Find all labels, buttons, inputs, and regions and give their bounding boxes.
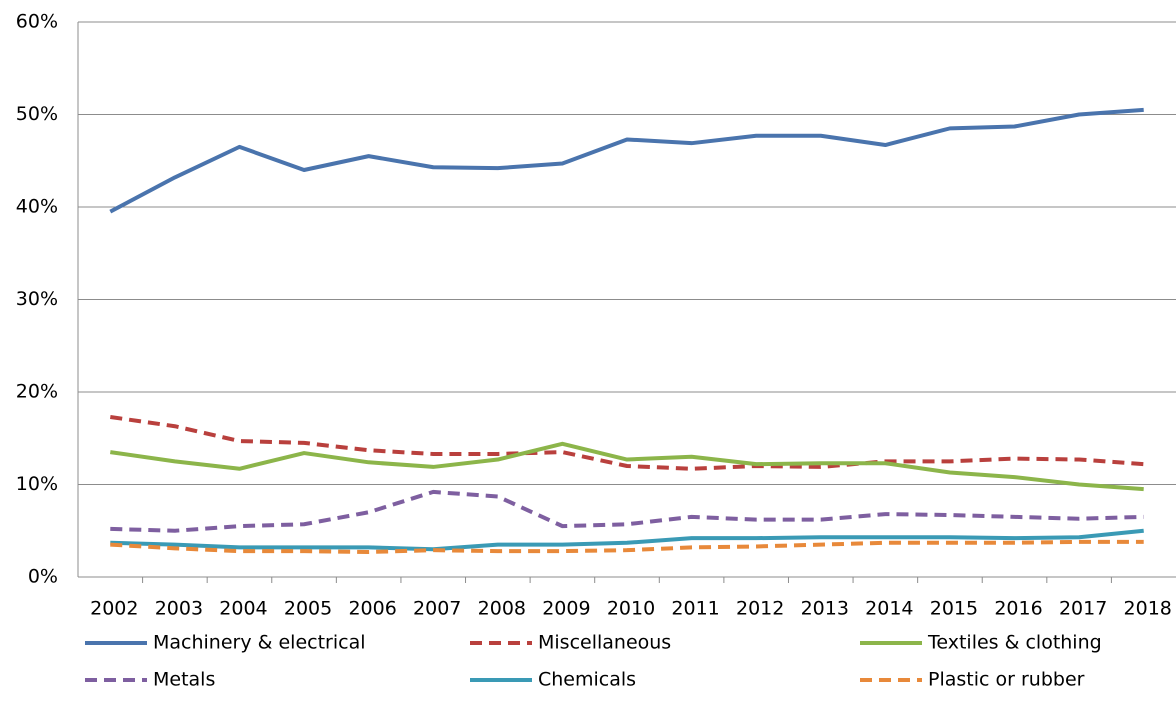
y-tick-label: 20% (16, 381, 58, 403)
legend-label: Miscellaneous (538, 632, 671, 654)
x-tick-label: 2014 (865, 598, 913, 620)
x-tick-label: 2002 (90, 598, 138, 620)
series-line (110, 528, 1144, 552)
x-tick-label: 2010 (607, 598, 655, 620)
x-tick-label: 2008 (478, 598, 526, 620)
legend-label: Metals (153, 669, 215, 691)
x-tick-label: 2004 (219, 598, 267, 620)
series-line (110, 539, 1144, 555)
y-tick-label: 50% (16, 103, 58, 125)
x-tick-label: 2006 (348, 598, 396, 620)
x-tick-label: 2005 (284, 598, 332, 620)
x-tick-label: 2009 (542, 598, 590, 620)
y-tick-label: 10% (16, 473, 58, 495)
x-tick-label: 2015 (930, 598, 978, 620)
legend-label: Machinery & electrical (153, 632, 366, 654)
legend-label: Plastic or rubber (928, 669, 1085, 691)
x-tick-label: 2018 (1124, 598, 1172, 620)
legend-label: Textiles & clothing (927, 632, 1102, 654)
series-line (109, 107, 1144, 214)
series-line (110, 414, 1144, 471)
x-tick-label: 2016 (994, 598, 1042, 620)
x-tick-label: 2003 (155, 598, 203, 620)
legend-label: Chemicals (538, 669, 636, 691)
series-line (110, 489, 1144, 533)
x-tick-label: 2007 (413, 598, 461, 620)
x-tick-label: 2012 (736, 598, 784, 620)
y-tick-label: 60% (16, 11, 58, 33)
x-tick-label: 2017 (1059, 598, 1107, 620)
x-tick-label: 2013 (801, 598, 849, 620)
y-tick-label: 0% (28, 566, 58, 588)
series-line (110, 441, 1144, 492)
y-tick-label: 40% (16, 196, 58, 218)
x-tick-label: 2011 (671, 598, 719, 620)
y-tick-label: 30% (16, 288, 58, 310)
